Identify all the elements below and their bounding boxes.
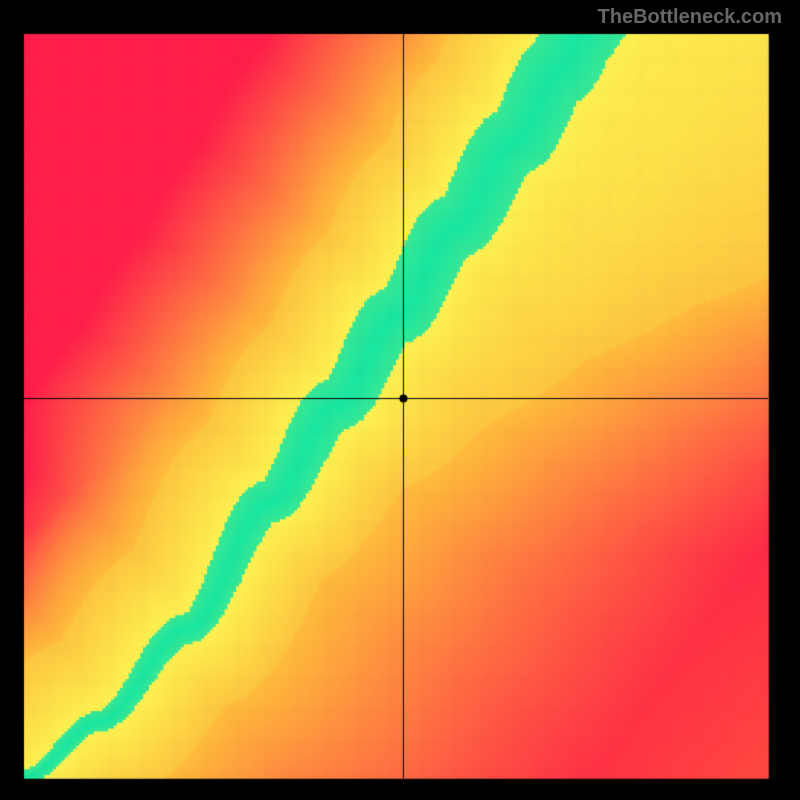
chart-container: TheBottleneck.com	[0, 0, 800, 800]
heatmap-canvas	[0, 0, 800, 800]
